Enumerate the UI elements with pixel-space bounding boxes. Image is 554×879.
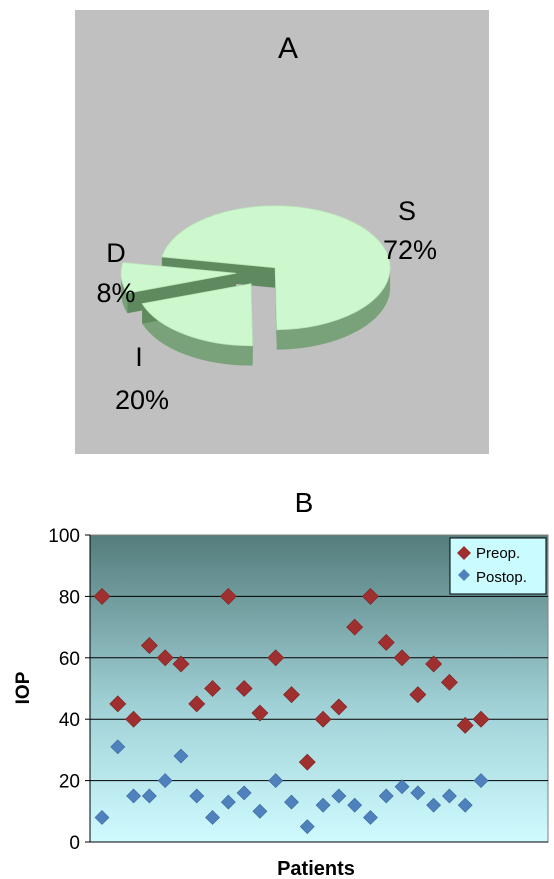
- preop-point: [409, 686, 427, 704]
- preop-point: [362, 587, 379, 605]
- preop-point: [283, 686, 300, 704]
- pie-slice-side: [142, 303, 253, 366]
- pie-slice-top: [120, 262, 237, 294]
- preop-point: [140, 637, 158, 654]
- legend-marker-postop: [458, 569, 470, 581]
- y-axis-label: IOP: [13, 671, 34, 704]
- y-tick-label: 20: [59, 772, 80, 793]
- postop-point: [141, 788, 157, 804]
- preop-point: [251, 704, 269, 722]
- legend-box: [449, 537, 547, 595]
- postop-point: [236, 785, 252, 801]
- pie-label-s: S: [398, 196, 416, 226]
- preop-point: [93, 587, 111, 605]
- preop-point: [172, 655, 190, 673]
- postop-point: [110, 739, 126, 755]
- pie-pct-i: 20%: [115, 385, 169, 415]
- pie-slice-i: [141, 283, 254, 366]
- preop-point: [219, 587, 237, 605]
- postop-point: [315, 797, 331, 813]
- series-postop: [94, 739, 489, 835]
- postop-point: [173, 748, 189, 764]
- legend: Preop. Postop.: [449, 537, 547, 595]
- postop-point: [157, 773, 173, 789]
- postop-point: [284, 794, 299, 810]
- postop-point: [189, 788, 205, 804]
- y-tick-label: 60: [59, 649, 80, 670]
- postop-point: [94, 810, 110, 825]
- postop-point: [252, 803, 268, 819]
- postop-point: [363, 810, 378, 825]
- series-preop: [93, 587, 490, 771]
- preop-point: [330, 698, 348, 716]
- preop-point: [188, 695, 206, 713]
- pie-pct-s: 72%: [383, 235, 437, 265]
- data-points: [93, 587, 490, 835]
- preop-point: [298, 753, 316, 771]
- postop-point: [331, 788, 347, 804]
- pie-slice-top: [161, 205, 391, 331]
- pie-slices: [120, 205, 391, 366]
- preop-point: [109, 695, 127, 713]
- pie-slice-side: [276, 267, 391, 350]
- preop-point: [125, 710, 143, 728]
- preop-point: [314, 710, 332, 728]
- pie-slice-top: [141, 283, 254, 347]
- x-axis-label: Patients: [277, 858, 355, 879]
- pie-label-d: D: [106, 238, 126, 268]
- postop-point: [426, 797, 442, 813]
- pie-slice-side: [121, 273, 128, 314]
- postop-point: [205, 810, 220, 825]
- preop-point: [267, 649, 285, 667]
- postop-point: [268, 773, 284, 789]
- y-tick-labels: 0 20 40 60 80 100: [48, 526, 90, 854]
- pie-pct-d: 8%: [96, 278, 135, 308]
- preop-point: [440, 673, 458, 691]
- preop-point: [235, 680, 253, 697]
- scatter-chart-title: B: [295, 487, 314, 518]
- postop-point: [220, 794, 236, 810]
- preop-point: [156, 649, 174, 667]
- pie-chart-title: A: [278, 32, 298, 65]
- preop-point: [425, 655, 443, 673]
- legend-marker-preop: [457, 546, 471, 560]
- scatter-chart-panel: B 0 20 40 60 80 100 IOP Patients Preop. Posto…: [13, 487, 549, 879]
- pie-chart-panel: A S 72% D 8% I 20%: [75, 10, 489, 454]
- preop-point: [377, 634, 395, 651]
- legend-label-postop: Postop.: [476, 569, 527, 586]
- postop-point: [473, 773, 489, 789]
- y-tick-label: 100: [48, 526, 80, 547]
- pie-label-i: I: [135, 342, 143, 372]
- postop-point: [299, 819, 315, 835]
- postop-point: [441, 788, 457, 804]
- preop-point: [393, 649, 411, 667]
- preop-point: [456, 716, 474, 734]
- y-tick-label: 80: [59, 587, 80, 608]
- y-tick-label: 0: [69, 833, 80, 854]
- postop-point: [394, 779, 410, 795]
- postop-point: [347, 797, 363, 813]
- preop-point: [346, 618, 364, 636]
- y-tick-label: 40: [59, 710, 80, 731]
- legend-label-preop: Preop.: [476, 545, 520, 562]
- preop-point: [472, 710, 490, 728]
- postop-point: [126, 788, 142, 804]
- postop-point: [378, 788, 394, 804]
- postop-point: [457, 797, 473, 813]
- preop-point: [204, 680, 221, 697]
- postop-point: [410, 785, 426, 801]
